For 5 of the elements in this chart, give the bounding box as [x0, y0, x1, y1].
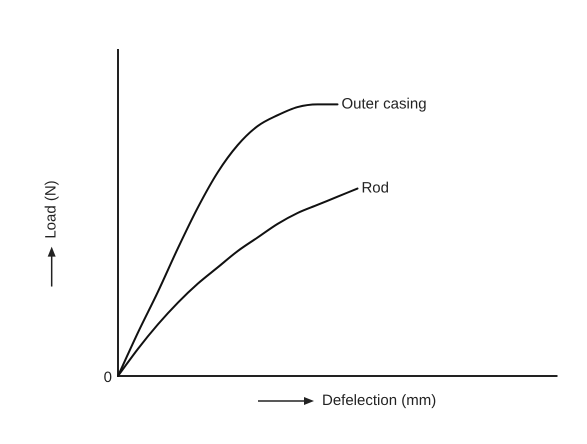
text: 0 [104, 369, 112, 386]
series-label: Outer casing [342, 95, 427, 112]
series-label: Rod [361, 180, 389, 197]
x-axis-title: Defelection (mm) [322, 392, 436, 409]
y-axis-title: Load (N) [42, 180, 60, 239]
